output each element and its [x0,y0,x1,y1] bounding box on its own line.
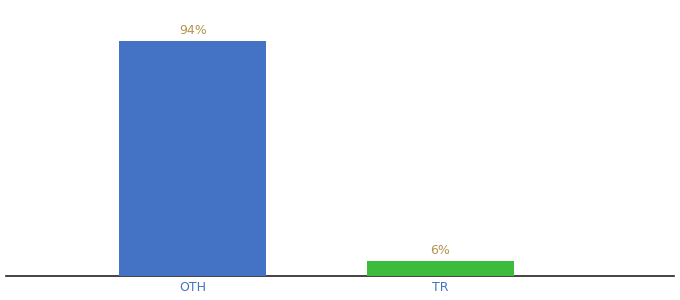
Bar [119,40,267,276]
Text: 6%: 6% [430,244,450,257]
Text: 94%: 94% [179,24,207,37]
Bar [367,261,514,276]
